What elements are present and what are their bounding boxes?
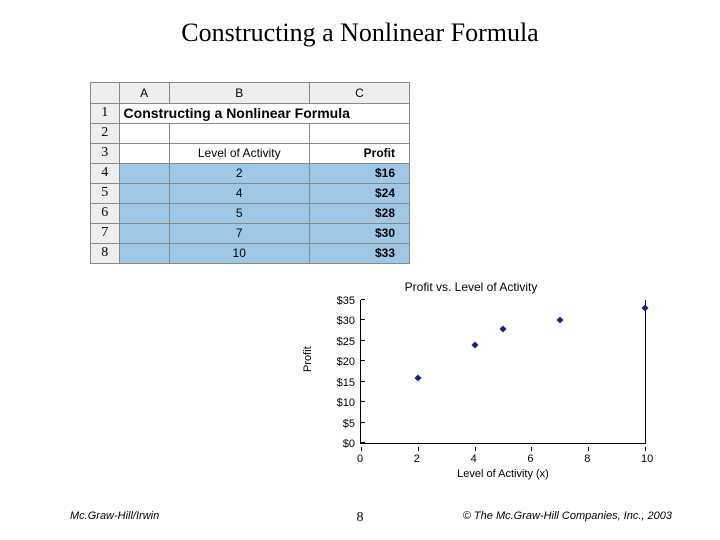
y-tick-mark [361, 442, 365, 443]
footer: Mc.Graw-Hill/Irwin 8 © The Mc.Graw-Hill … [0, 510, 720, 528]
spreadsheet: A B C 1 Constructing a Nonlinear Formula… [90, 82, 410, 264]
x-tick-label: 4 [471, 453, 477, 465]
y-tick-label: $20 [325, 356, 355, 368]
row-header-6: 6 [91, 203, 119, 223]
y-tick-mark [361, 319, 365, 320]
cell-C4: $16 [309, 163, 409, 183]
x-tick-label: 10 [641, 453, 653, 465]
cell-A1-merged: Constructing a Nonlinear Formula [119, 103, 409, 123]
slide: Constructing a Nonlinear Formula A B C 1… [0, 0, 720, 540]
y-tick-label: $25 [325, 336, 355, 348]
y-tick-label: $5 [325, 418, 355, 430]
y-tick-mark [361, 360, 365, 361]
row-6: 6 5 $28 [91, 203, 410, 223]
row-2: 2 [91, 123, 410, 143]
col-header-row: A B C [91, 83, 410, 103]
row-header-1: 1 [91, 103, 119, 123]
row-header-7: 7 [91, 223, 119, 243]
y-tick-mark [361, 422, 365, 423]
cell-C3: Profit [309, 143, 409, 163]
cell-A6 [119, 203, 169, 223]
chart-plot-area: $0$5$10$15$20$25$30$350246810 [360, 300, 646, 444]
cell-A4 [119, 163, 169, 183]
cell-A7 [119, 223, 169, 243]
cell-B4: 2 [169, 163, 309, 183]
spreadsheet-table: A B C 1 Constructing a Nonlinear Formula… [91, 83, 410, 264]
y-tick-label: $35 [325, 295, 355, 307]
y-tick-label: $10 [325, 397, 355, 409]
row-1: 1 Constructing a Nonlinear Formula [91, 103, 410, 123]
cell-B8: 10 [169, 243, 309, 263]
row-header-8: 8 [91, 243, 119, 263]
cell-C7: $30 [309, 223, 409, 243]
x-tick-mark [418, 447, 419, 451]
col-header-C: C [309, 83, 409, 103]
page-title: Constructing a Nonlinear Formula [0, 18, 720, 48]
corner-cell [91, 83, 119, 103]
y-tick-label: $30 [325, 315, 355, 327]
data-point [499, 325, 506, 332]
row-8: 8 10 $33 [91, 243, 410, 263]
col-header-B: B [169, 83, 309, 103]
cell-B3: Level of Activity [169, 143, 309, 163]
x-tick-label: 0 [357, 453, 363, 465]
chart-body: Profit $0$5$10$15$20$25$30$350246810 Lev… [296, 300, 646, 480]
cell-B6: 5 [169, 203, 309, 223]
y-tick-mark [361, 340, 365, 341]
x-axis-label: Level of Activity (x) [360, 468, 646, 480]
x-tick-mark [645, 447, 646, 451]
cell-B5: 4 [169, 183, 309, 203]
cell-B2 [169, 123, 309, 143]
cell-C8: $33 [309, 243, 409, 263]
y-tick-mark [361, 299, 365, 300]
cell-B7: 7 [169, 223, 309, 243]
y-tick-mark [361, 401, 365, 402]
cell-A3 [119, 143, 169, 163]
x-tick-label: 2 [414, 453, 420, 465]
row-7: 7 7 $30 [91, 223, 410, 243]
cell-C2 [309, 123, 409, 143]
data-point [471, 341, 478, 348]
y-axis-label: Profit [302, 346, 314, 372]
x-tick-mark [361, 447, 362, 451]
scatter-chart: Profit vs. Level of Activity Profit $0$5… [296, 280, 646, 480]
cell-C5: $24 [309, 183, 409, 203]
y-tick-label: $15 [325, 377, 355, 389]
y-tick-label: $0 [325, 438, 355, 450]
x-tick-mark [475, 447, 476, 451]
row-4: 4 2 $16 [91, 163, 410, 183]
row-header-5: 5 [91, 183, 119, 203]
row-header-3: 3 [91, 143, 119, 163]
x-tick-mark [531, 447, 532, 451]
row-3: 3 Level of Activity Profit [91, 143, 410, 163]
cell-A8 [119, 243, 169, 263]
col-header-A: A [119, 83, 169, 103]
row-header-2: 2 [91, 123, 119, 143]
x-tick-mark [588, 447, 589, 451]
footer-right: © The Mc.Graw-Hill Companies, Inc., 2003 [463, 510, 672, 522]
y-tick-mark [361, 381, 365, 382]
cell-A5 [119, 183, 169, 203]
data-point [556, 317, 563, 324]
data-point [641, 305, 648, 312]
cell-C6: $28 [309, 203, 409, 223]
chart-title: Profit vs. Level of Activity [296, 280, 646, 294]
x-tick-label: 8 [584, 453, 590, 465]
x-tick-label: 6 [527, 453, 533, 465]
cell-A2 [119, 123, 169, 143]
row-header-4: 4 [91, 163, 119, 183]
data-point [414, 374, 421, 381]
row-5: 5 4 $24 [91, 183, 410, 203]
